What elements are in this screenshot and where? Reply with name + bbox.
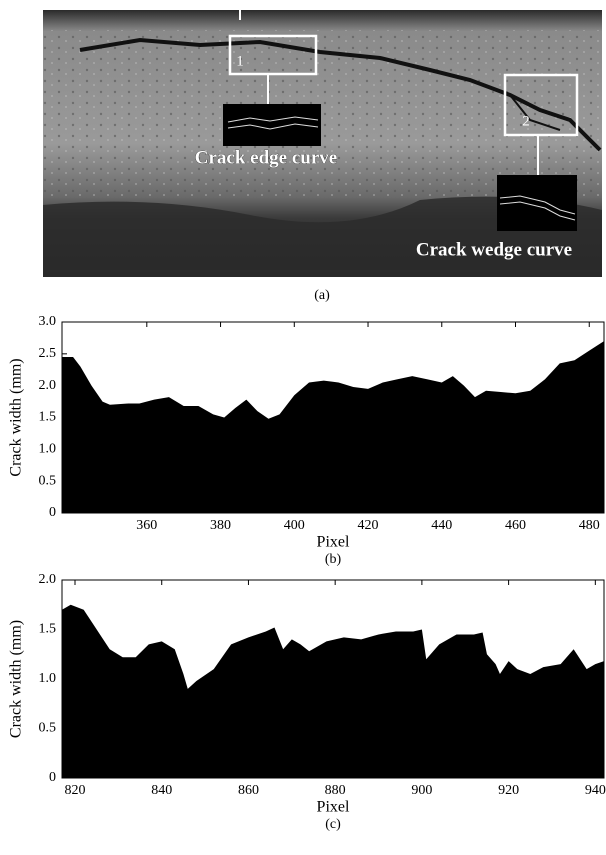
y-tick-label: 0.5: [39, 721, 57, 736]
caption: (a): [314, 288, 330, 303]
x-tick-label: 400: [284, 518, 305, 533]
x-tick-label: 360: [136, 518, 157, 533]
y-tick-label: 0: [49, 770, 56, 785]
y-tick-label: 2.5: [39, 346, 57, 361]
area: [62, 341, 604, 513]
x-tick-label: 820: [65, 783, 86, 798]
x-tick-label: 940: [585, 783, 606, 798]
x-tick-label: 460: [505, 518, 526, 533]
x-axis-label: Pixel: [317, 799, 350, 816]
y-axis-label: Crack width (mm): [8, 358, 25, 476]
x-tick-label: 900: [411, 783, 432, 798]
y-tick-label: 1.0: [39, 442, 57, 457]
x-tick-label: 480: [579, 518, 600, 533]
y-tick-label: 0.5: [39, 473, 57, 488]
x-tick-label: 840: [151, 783, 172, 798]
y-tick-label: 1.5: [39, 622, 57, 637]
caption: (b): [325, 552, 342, 567]
page: 1 2 Crack edge curve Crack wedge curve (…: [0, 0, 606, 855]
photo-label: Crack wedge curve: [416, 239, 572, 260]
y-tick-label: 2.0: [39, 378, 57, 393]
photo: 1 2 Crack edge curve Crack wedge curve: [43, 10, 602, 277]
y-tick-label: 3.0: [39, 314, 57, 329]
y-tick-label: 2.0: [39, 572, 57, 587]
x-tick-label: 420: [358, 518, 379, 533]
x-tick-label: 860: [238, 783, 259, 798]
x-tick-label: 440: [431, 518, 452, 533]
x-tick-label: 920: [498, 783, 519, 798]
y-tick-label: 0: [49, 505, 56, 520]
x-tick-label: 380: [210, 518, 231, 533]
x-tick-label: 880: [325, 783, 346, 798]
box-number: 1: [236, 53, 244, 69]
caption: (c): [325, 817, 341, 832]
x-axis-label: Pixel: [317, 534, 350, 551]
y-tick-label: 1.5: [39, 410, 57, 425]
photo-label: Crack edge curve: [195, 147, 337, 168]
y-tick-label: 1.0: [39, 671, 57, 686]
y-axis-label: Crack width (mm): [8, 620, 25, 738]
figure: 1 2 Crack edge curve Crack wedge curve (…: [0, 0, 606, 855]
box-number: 2: [522, 113, 530, 129]
area: [62, 605, 604, 778]
